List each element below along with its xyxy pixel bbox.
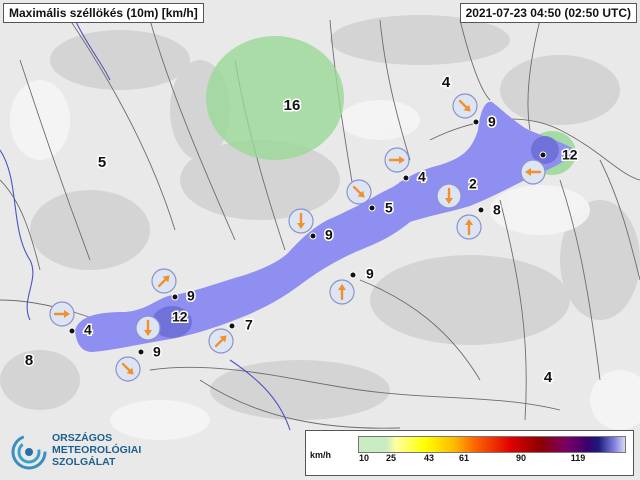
station-gust-value: 12 xyxy=(172,309,188,325)
station-dot xyxy=(137,348,145,356)
omsz-swirl-icon xyxy=(11,434,47,470)
stations: 9 12 4 28 5 9 9 9 12 7 4 9 xyxy=(49,93,579,382)
map-timestamp: 2021-07-23 04:50 (02:50 UTC) xyxy=(459,3,637,23)
station-gust-value: 9 xyxy=(366,266,374,282)
legend-unit: km/h xyxy=(310,450,332,460)
legend-color-bar xyxy=(358,436,626,453)
wind-direction-icon xyxy=(208,328,234,354)
station-s7: 9 xyxy=(288,208,335,244)
wind-direction-icon xyxy=(49,301,75,327)
station-dot xyxy=(228,322,236,330)
lake-deep-east xyxy=(531,136,559,164)
wind-direction-icon xyxy=(151,268,177,294)
station-s12: 4 xyxy=(49,301,94,339)
station-gust-value: 9 xyxy=(153,344,161,360)
station-s13: 9 xyxy=(115,342,163,382)
station-gust-value: 9 xyxy=(488,114,496,130)
legend-tick: 10 xyxy=(358,453,370,463)
station-dot xyxy=(472,118,480,126)
lake-deep-west xyxy=(152,306,192,338)
region-gust-label: 16 xyxy=(284,97,301,114)
station-dot xyxy=(68,327,76,335)
station-dot xyxy=(402,174,410,182)
legend-tick: 25 xyxy=(385,453,397,463)
wind-direction-icon xyxy=(346,179,372,205)
legend-tick: 119 xyxy=(570,453,586,463)
region-gust-label: 8 xyxy=(25,352,33,369)
wind-direction-icon xyxy=(115,356,141,382)
station-gust-value: 12 xyxy=(562,147,578,163)
station-gust-value: 4 xyxy=(418,169,426,185)
station-s1: 9 xyxy=(452,93,498,131)
station-s11: 7 xyxy=(208,315,255,354)
station-gust-value: 2 xyxy=(469,176,477,192)
region-gust-label: 5 xyxy=(98,154,106,171)
station-s6: 5 xyxy=(346,179,395,217)
logo-line1: ORSZÁGOS xyxy=(52,432,113,444)
map-title: Maximális széllökés (10m) [km/h] xyxy=(3,3,204,23)
logo-line2: METEOROLÓGIAI xyxy=(52,444,142,456)
legend-tick: 43 xyxy=(423,453,435,463)
legend-tick: 61 xyxy=(458,453,470,463)
wind-direction-icon xyxy=(288,208,314,234)
logo-line3: SZOLGÁLAT xyxy=(52,456,116,468)
legend-tick: 90 xyxy=(515,453,527,463)
station-gust-value: 8 xyxy=(493,202,501,218)
station-dot xyxy=(539,151,547,159)
station-dot xyxy=(477,206,485,214)
station-s3: 4 xyxy=(384,147,428,186)
wind-direction-icon xyxy=(456,214,482,240)
station-dot xyxy=(309,232,317,240)
wind-direction-icon xyxy=(384,147,410,173)
region-labels: 16 5 4 8 4 xyxy=(23,72,554,387)
wind-direction-icon xyxy=(452,93,478,119)
station-dot xyxy=(368,204,376,212)
station-gust-value: 7 xyxy=(245,317,253,333)
high-gust-zone-north xyxy=(206,36,344,160)
station-s5: 8 xyxy=(456,200,503,240)
region-gust-label: 4 xyxy=(544,369,553,386)
station-s9: 9 xyxy=(151,268,197,305)
station-gust-value: 9 xyxy=(187,288,195,304)
legend: km/h 10 25 43 61 90 119 xyxy=(305,430,634,476)
station-s4: 2 xyxy=(436,174,479,209)
station-dot xyxy=(349,271,357,279)
wind-direction-icon xyxy=(436,183,462,209)
logo-text: ORSZÁGOS METEOROLÓGIAI SZOLGÁLAT xyxy=(52,432,141,468)
station-gust-value: 5 xyxy=(385,200,393,216)
omsz-logo: ORSZÁGOS METEOROLÓGIAI SZOLGÁLAT xyxy=(10,430,141,474)
lake-balaton xyxy=(75,101,575,352)
region-gust-label: 4 xyxy=(442,74,451,91)
station-s8: 9 xyxy=(329,264,376,305)
wind-direction-icon xyxy=(329,279,355,305)
borders xyxy=(0,19,291,431)
wind-direction-icon xyxy=(135,315,161,341)
terrain-shading xyxy=(0,15,640,420)
station-s2: 12 xyxy=(520,145,579,185)
station-dot xyxy=(171,293,179,301)
station-gust-value: 9 xyxy=(325,227,333,243)
wind-direction-icon xyxy=(520,159,546,185)
station-s10: 12 xyxy=(135,307,189,341)
station-gust-value: 4 xyxy=(84,322,92,338)
